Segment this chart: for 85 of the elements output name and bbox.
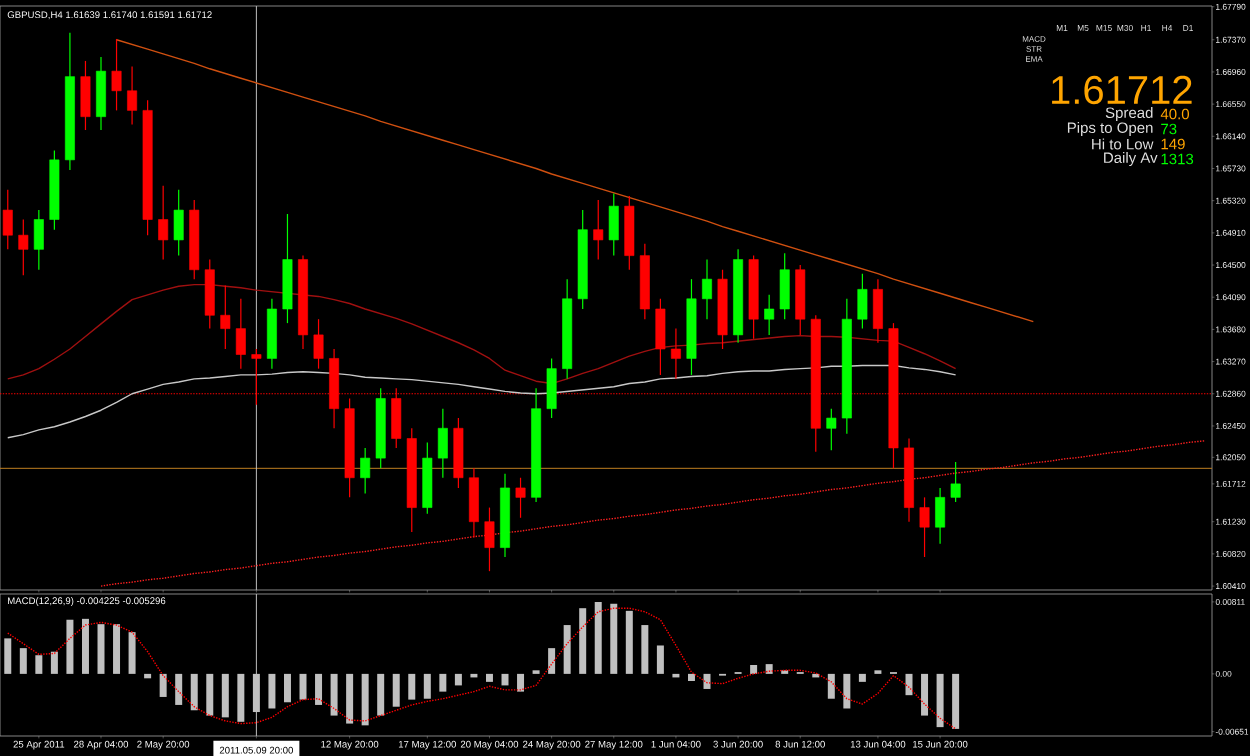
candlestick — [702, 258, 712, 320]
line-series — [7, 607, 957, 730]
bar — [283, 673, 291, 703]
bar — [921, 673, 929, 716]
bar — [377, 673, 385, 716]
bar — [687, 673, 695, 681]
bar — [346, 673, 354, 724]
candlestick — [919, 496, 930, 558]
bar — [765, 664, 773, 674]
bar — [159, 673, 167, 697]
candlestick — [593, 199, 604, 261]
bar — [81, 618, 89, 674]
bar — [330, 673, 338, 716]
bar — [221, 673, 229, 718]
bar — [656, 645, 664, 674]
candlestick — [950, 461, 961, 503]
bar — [206, 673, 214, 716]
bar — [392, 673, 400, 707]
bar — [501, 673, 509, 686]
bar — [128, 632, 136, 674]
candlestick — [127, 65, 138, 126]
bar — [905, 673, 913, 696]
candlestick — [484, 506, 495, 572]
candlestick — [18, 218, 29, 276]
candlestick — [872, 278, 883, 344]
candlestick — [173, 189, 184, 257]
candlestick — [857, 273, 868, 330]
bar — [641, 625, 649, 674]
bar — [594, 601, 602, 674]
bar — [952, 673, 960, 729]
bar — [625, 610, 633, 674]
candlestick — [935, 487, 946, 545]
candlestick — [111, 38, 122, 111]
candlestick — [33, 209, 44, 271]
bar — [517, 673, 525, 692]
candlestick — [2, 189, 13, 250]
bar — [563, 625, 571, 674]
bar — [548, 648, 556, 674]
bar — [144, 673, 152, 679]
bar — [268, 673, 276, 709]
bar — [299, 673, 307, 700]
bar — [843, 673, 851, 709]
candlestick — [220, 284, 231, 350]
bar — [19, 648, 27, 674]
bar — [439, 673, 447, 692]
bar — [858, 673, 866, 682]
candlestick — [204, 258, 215, 330]
bar — [936, 673, 944, 728]
bar — [190, 673, 198, 711]
bar — [703, 673, 711, 689]
candlestick — [764, 294, 775, 336]
candlestick — [158, 185, 169, 261]
candlestick — [313, 318, 324, 370]
bar — [66, 619, 74, 674]
candlestick — [235, 298, 246, 370]
candlestick — [80, 60, 91, 131]
candlestick — [96, 56, 106, 131]
bar — [827, 673, 835, 699]
bar — [454, 673, 462, 686]
candlestick — [655, 298, 666, 376]
candlestick — [546, 357, 557, 419]
candlestick — [437, 408, 448, 479]
bar — [4, 638, 12, 674]
bar — [237, 673, 245, 722]
candlestick — [608, 193, 619, 257]
candlestick — [468, 467, 479, 539]
bar — [35, 655, 43, 674]
bar — [423, 673, 431, 699]
bar — [50, 651, 58, 674]
candlestick — [670, 328, 681, 380]
bar — [175, 673, 183, 705]
bar — [361, 673, 369, 726]
candlestick — [779, 252, 790, 320]
candlestick — [360, 447, 371, 495]
bar — [750, 665, 758, 674]
candlestick — [515, 477, 526, 519]
bar — [485, 673, 493, 682]
bar — [113, 624, 121, 674]
bar — [97, 624, 105, 674]
bar — [315, 673, 323, 705]
bar — [610, 603, 618, 674]
bar — [579, 608, 587, 674]
candlestick — [826, 408, 837, 451]
bar — [408, 673, 416, 700]
annotation: 1.61712 — [1052, 75, 1192, 105]
